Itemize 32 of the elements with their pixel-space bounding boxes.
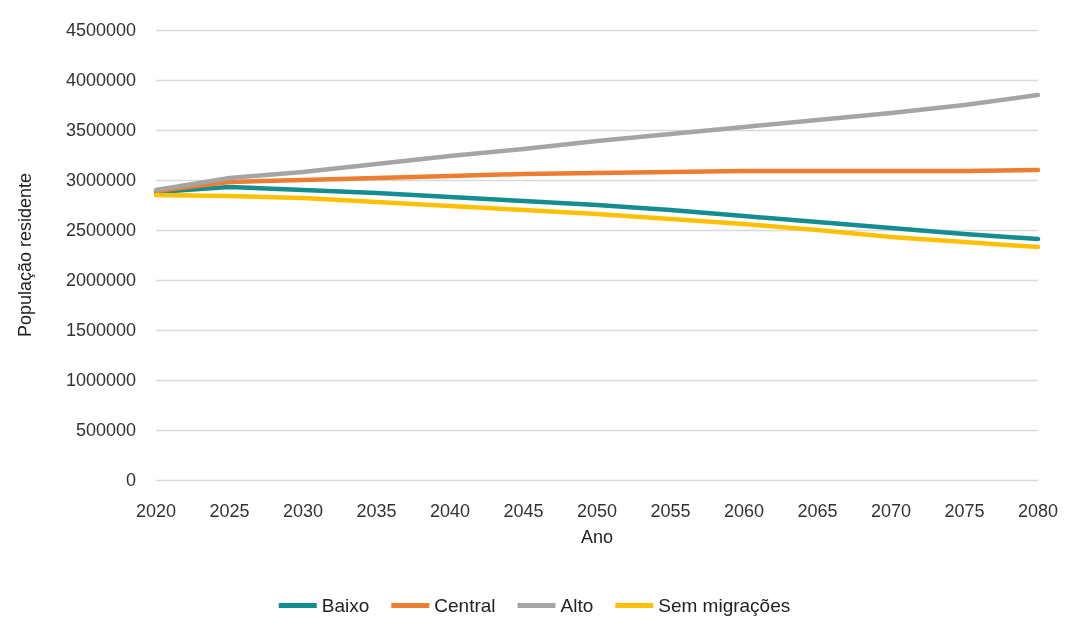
x-tick-label: 2045 — [503, 501, 544, 521]
y-tick-label: 2500000 — [65, 220, 136, 240]
x-tick-label: 2050 — [576, 501, 618, 521]
x-tick-label: 2055 — [650, 501, 691, 521]
x-tick-label: 2080 — [1017, 501, 1058, 521]
y-tick-label: 3000000 — [65, 170, 136, 190]
y-tick-label: 4000000 — [65, 70, 136, 90]
x-axis-title: Ano — [580, 527, 613, 547]
y-tick-label: 3500000 — [65, 120, 136, 140]
legend-label: Baixo — [321, 595, 370, 616]
x-tick-label: 2040 — [429, 501, 471, 521]
x-tick-label: 2025 — [209, 501, 250, 521]
y-tick-label: 0 — [125, 470, 136, 490]
x-tick-label: 2020 — [135, 501, 177, 521]
y-tick-label: 500000 — [75, 420, 136, 440]
y-axis-title: População residente — [15, 172, 35, 338]
y-tick-label: 1000000 — [65, 370, 136, 390]
x-tick-label: 2070 — [870, 501, 912, 521]
line-series — [153, 167, 1041, 194]
x-tick-label: 2030 — [282, 501, 324, 521]
y-tick-label: 4500000 — [65, 20, 136, 40]
legend-label: Central — [434, 595, 496, 616]
y-tick-label: 1500000 — [65, 320, 136, 340]
x-tick-label: 2075 — [944, 501, 985, 521]
x-tick-label: 2065 — [797, 501, 838, 521]
line-series — [153, 92, 1041, 193]
x-tick-label: 2060 — [723, 501, 765, 521]
y-tick-label: 2000000 — [65, 270, 136, 290]
line-series — [153, 192, 1041, 250]
legend-label: Alto — [560, 595, 594, 616]
legend-label: Sem migrações — [658, 595, 791, 616]
x-tick-label: 2035 — [356, 501, 397, 521]
